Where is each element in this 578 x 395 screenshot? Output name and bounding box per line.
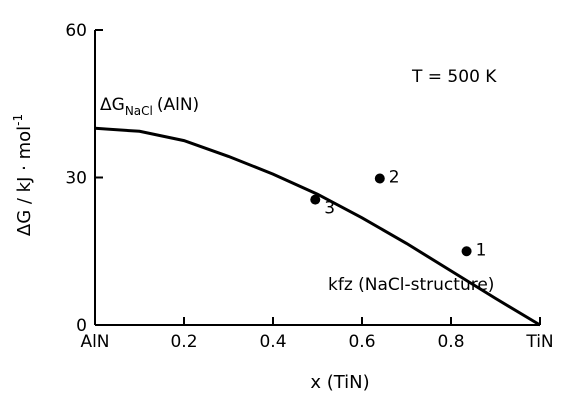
x-tick-label: TiN xyxy=(525,332,553,352)
series-layer xyxy=(94,126,541,327)
data-point xyxy=(374,173,385,184)
data-point-label: 3 xyxy=(324,199,335,219)
x-tick-label: 0.6 xyxy=(348,332,375,352)
x-axis-title: x (TiN) xyxy=(310,372,369,393)
y-tick-label: 30 xyxy=(65,169,87,189)
curve-label: ΔGNaCl (AlN) xyxy=(100,95,199,118)
data-point-label: 2 xyxy=(389,167,400,187)
delta-g-curve xyxy=(94,126,541,327)
curve-label-tail: (AlN) xyxy=(157,95,199,115)
temperature-annotation: T = 500 K xyxy=(411,67,497,87)
x-tick-label: AlN xyxy=(80,332,109,352)
data-point xyxy=(461,246,472,257)
x-tick-label: 0.8 xyxy=(437,332,464,352)
y-axis-title-main: ΔG / kJ · mol xyxy=(14,126,35,236)
data-point-label: 1 xyxy=(476,240,487,260)
region-label: kfz (NaCl-structure) xyxy=(328,275,494,295)
y-tick-label: 0 xyxy=(76,316,87,336)
points-layer: 1 2 3 xyxy=(310,167,486,260)
y-axis-title: ΔG / kJ · mol-1 xyxy=(11,114,35,236)
data-point xyxy=(310,194,321,205)
curve-label-main: ΔG xyxy=(100,95,125,115)
x-tick-label: 0.4 xyxy=(259,332,286,352)
axes-layer: AlN 0.2 0.4 0.6 0.8 TiN 0 30 60 xyxy=(65,21,553,352)
x-tick-label: 0.2 xyxy=(170,332,197,352)
y-axis-title-sup: -1 xyxy=(11,114,25,126)
curve-label-sub: NaCl xyxy=(125,104,153,118)
y-tick-label: 60 xyxy=(65,21,87,41)
